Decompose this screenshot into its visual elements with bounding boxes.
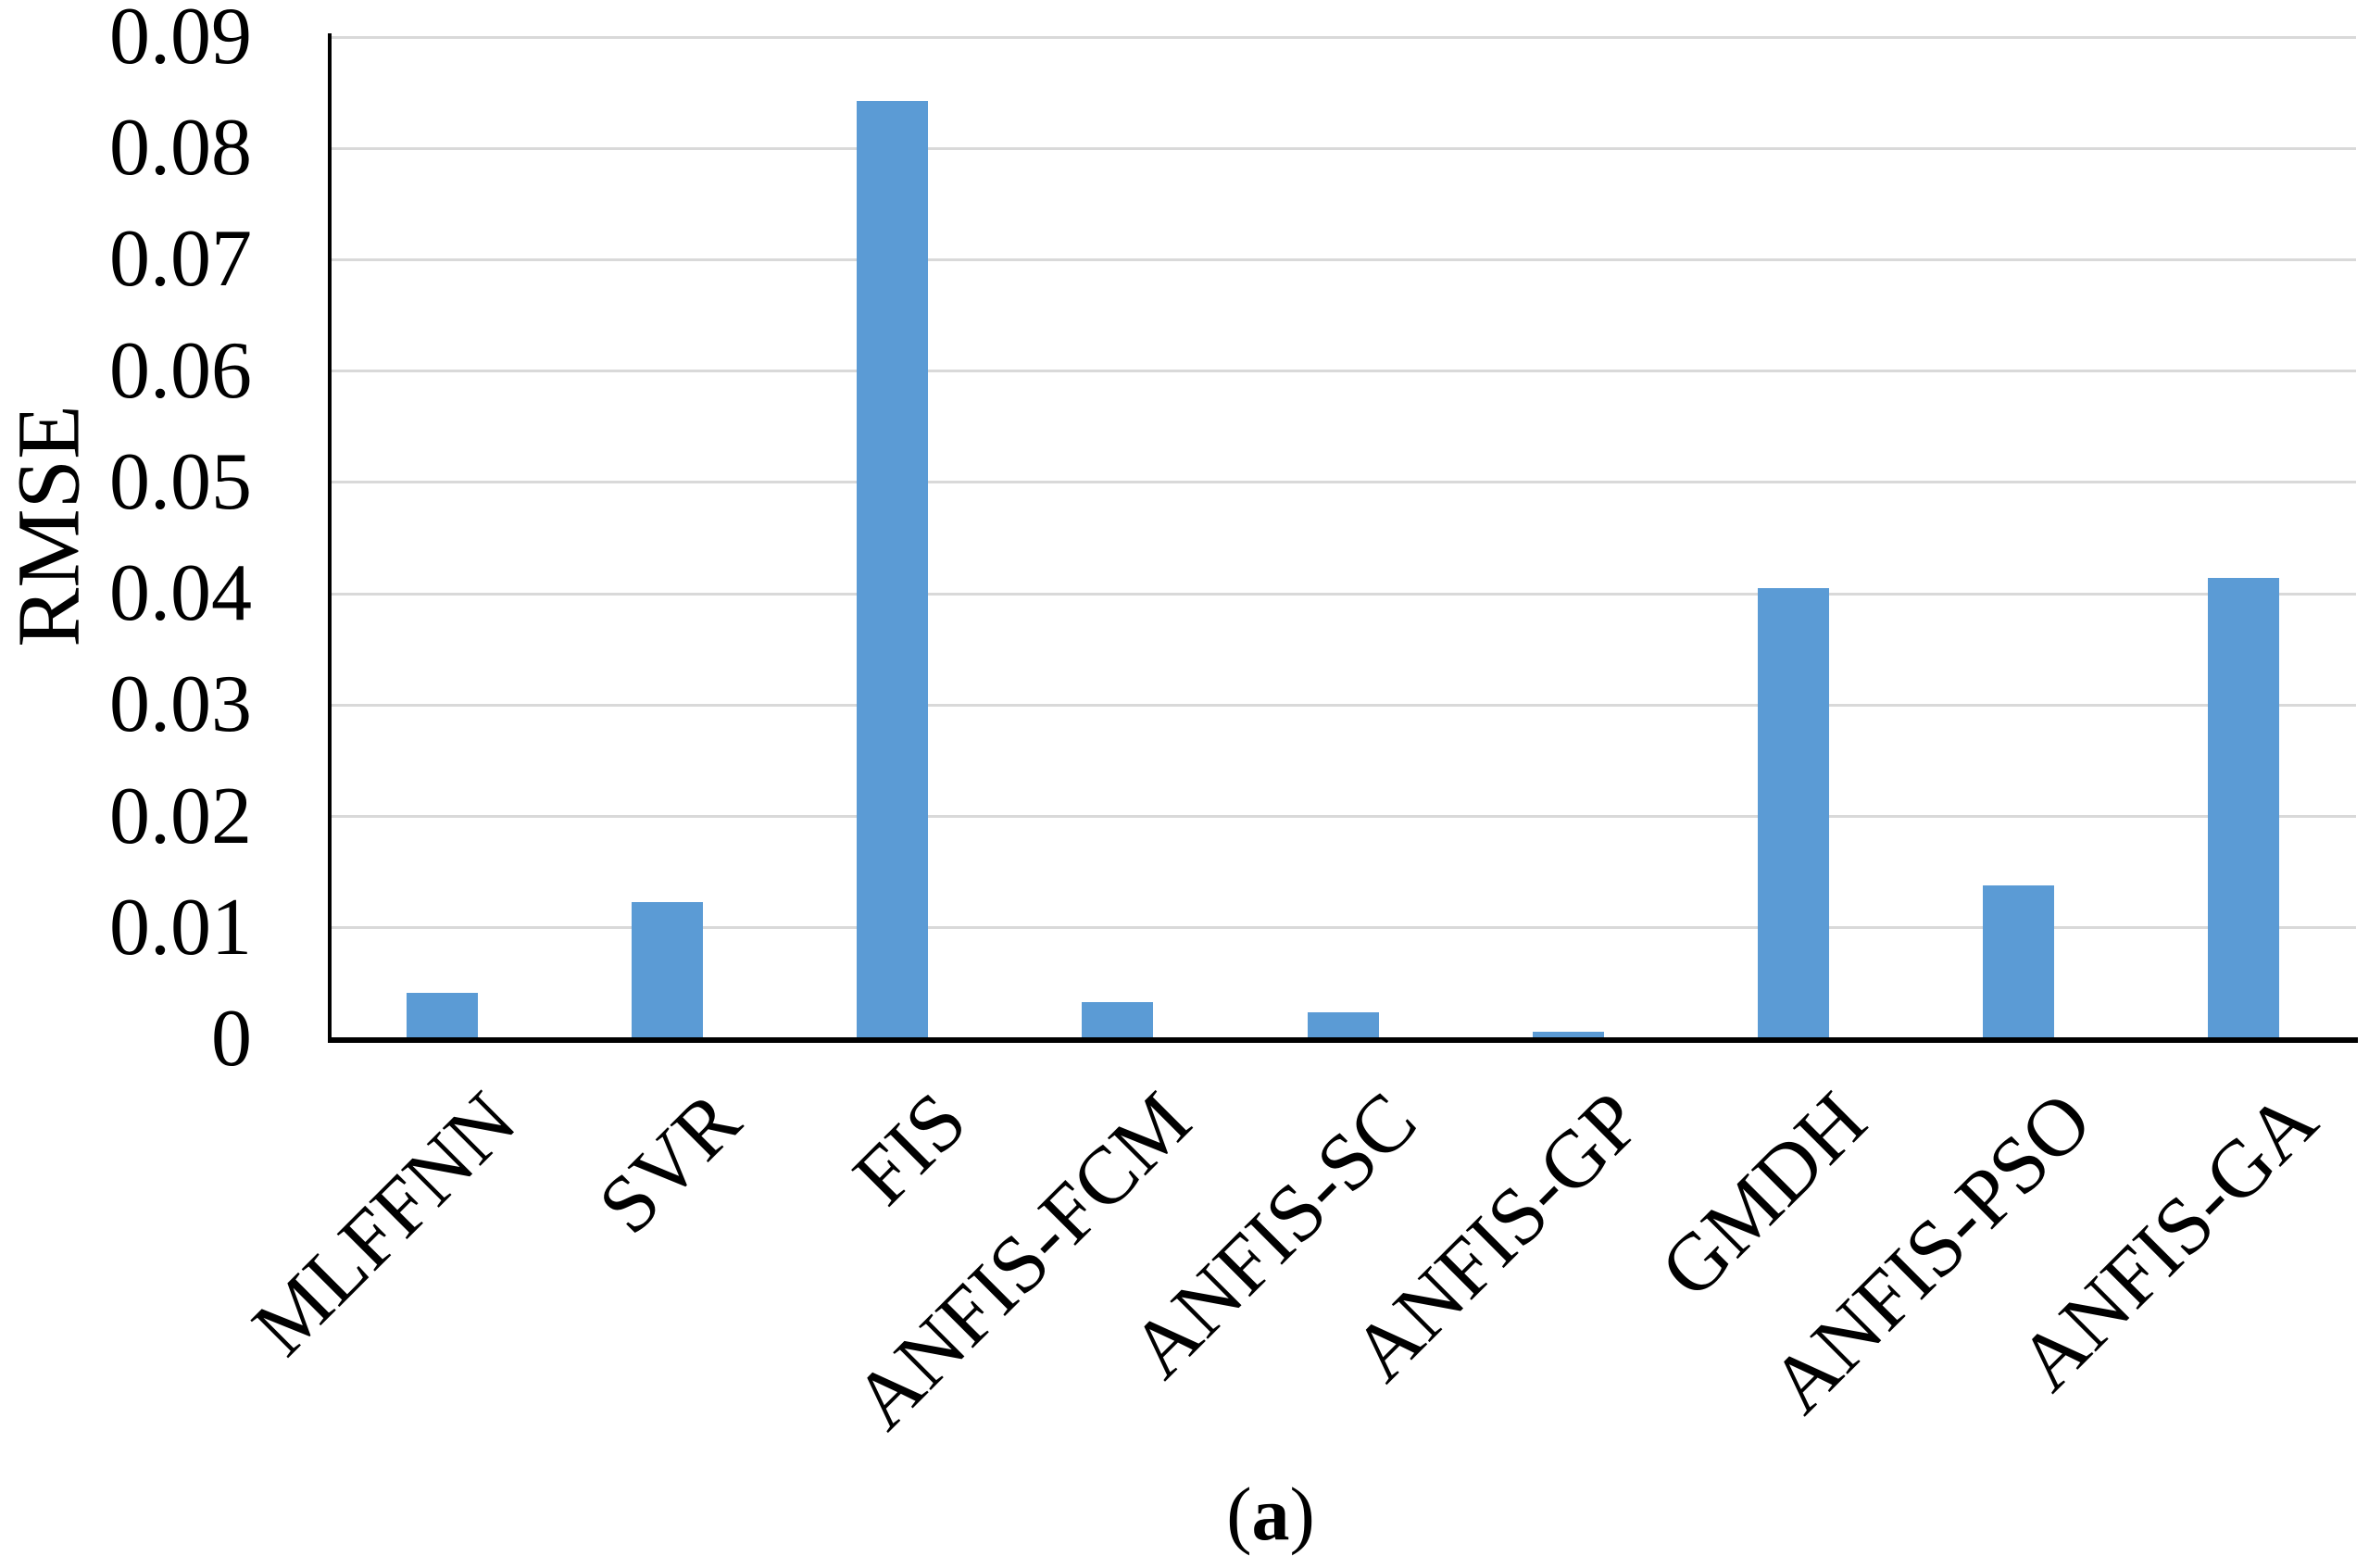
bar-SVR: [632, 902, 704, 1039]
gridline-0.03: [330, 703, 2356, 707]
gridline-0.06: [330, 370, 2356, 373]
bar-ANFIS-SC: [1307, 1012, 1379, 1039]
y-tick-label-0.08: 0.08: [109, 103, 252, 194]
bar-MLFFNN: [407, 992, 479, 1039]
plot-area: [330, 35, 2356, 1039]
gridline-0.09: [330, 35, 2356, 39]
y-tick-label-0.03: 0.03: [109, 659, 252, 750]
gridline-0.01: [330, 926, 2356, 930]
gridline-0.07: [330, 257, 2356, 261]
caption-letter: a: [1251, 1472, 1290, 1556]
y-tick-label-0.09: 0.09: [109, 0, 252, 82]
figure-caption: (a): [1226, 1471, 1315, 1558]
bar-ANFIS-GA: [2207, 578, 2279, 1039]
y-tick-label-0.04: 0.04: [109, 548, 252, 639]
caption-paren-open: (: [1226, 1472, 1252, 1556]
bar-ANFIS-FCM: [1082, 1002, 1154, 1039]
x-category-label-SVR: SVR: [582, 1075, 758, 1251]
gridline-0.08: [330, 146, 2356, 150]
x-category-label-MLFFNN: MLFFNN: [235, 1075, 533, 1374]
x-axis-line: [328, 1037, 2358, 1043]
y-tick-label-0.01: 0.01: [109, 882, 252, 972]
bar-FIS: [857, 100, 929, 1039]
y-tick-label-0: 0: [211, 994, 252, 1084]
gridline-0.04: [330, 592, 2356, 596]
gridline-0.05: [330, 481, 2356, 484]
y-tick-label-0.05: 0.05: [109, 436, 252, 527]
y-tick-label-0.07: 0.07: [109, 214, 252, 305]
y-tick-label-0.06: 0.06: [109, 325, 252, 416]
caption-paren-close: ): [1289, 1472, 1315, 1556]
x-category-label-FIS: FIS: [836, 1075, 984, 1223]
bar-ANFIS-PSO: [1982, 885, 2054, 1039]
y-axis-line: [328, 33, 332, 1043]
bar-GMDH: [1757, 588, 1829, 1039]
bar-ANFIS-GP: [1532, 1031, 1604, 1039]
y-tick-label-0.02: 0.02: [109, 771, 252, 861]
gridline-0.02: [330, 815, 2356, 819]
